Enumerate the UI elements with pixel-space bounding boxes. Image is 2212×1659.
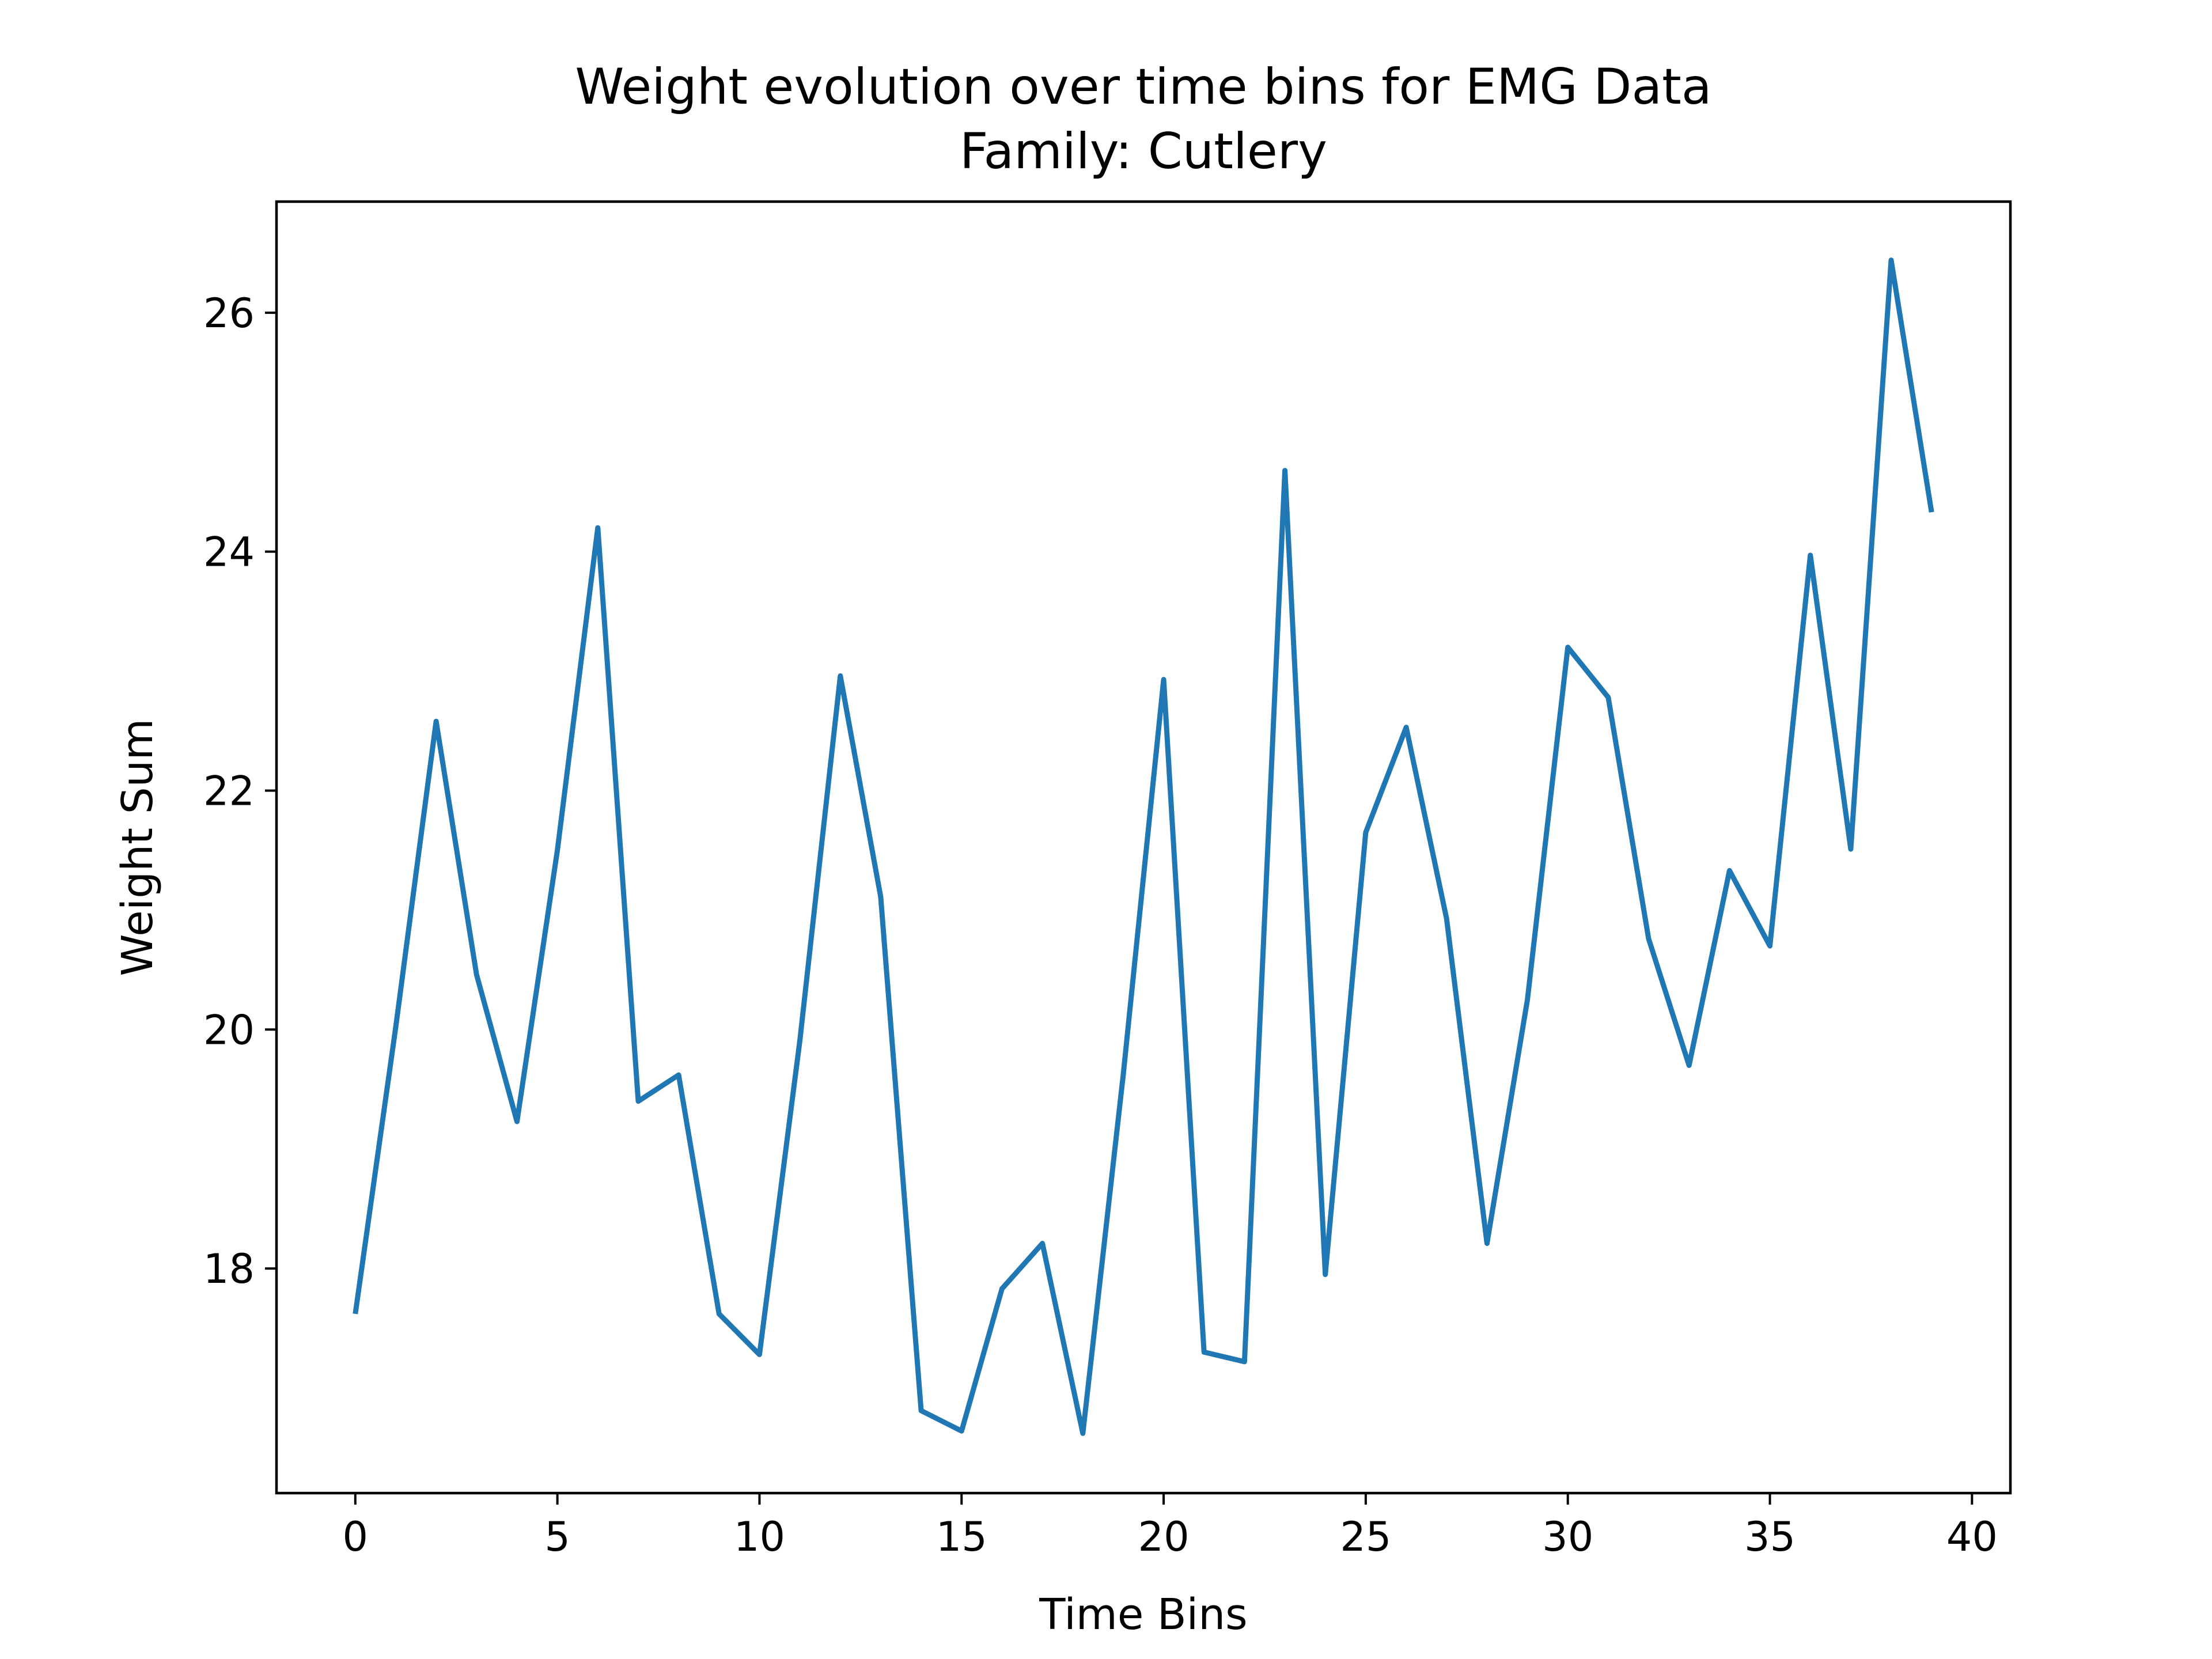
x-axis: 0 5 10 15 20 25 30 35 40 [343,1493,1998,1560]
plot-area [275,200,2012,1495]
x-tick-label: 5 [544,1513,570,1560]
y-axis-label: Weight Sum [113,718,162,976]
x-tick-label: 30 [1542,1513,1593,1560]
x-tick-label: 35 [1744,1513,1796,1560]
y-tick-label: 24 [203,529,255,576]
x-axis-label: Time Bins [1039,1590,1247,1639]
y-tick-label: 22 [203,767,255,815]
series-line [353,257,1934,1436]
x-tick-label: 10 [734,1513,785,1560]
x-tick-label: 15 [936,1513,987,1560]
x-tick-label: 25 [1340,1513,1391,1560]
x-tick-label: 20 [1138,1513,1190,1560]
y-tick-label: 20 [203,1006,255,1054]
plot-frame [275,200,2012,1495]
y-tick-label: 26 [203,290,255,337]
chart-subtitle: Family: Cutlery [960,123,1327,180]
y-axis: 18 20 22 24 26 [203,290,276,1293]
chart-title: Weight evolution over time bins for EMG … [575,58,1711,116]
y-tick-label: 18 [203,1245,255,1293]
x-tick-label: 40 [1946,1513,1998,1560]
x-tick-label: 0 [343,1513,369,1560]
